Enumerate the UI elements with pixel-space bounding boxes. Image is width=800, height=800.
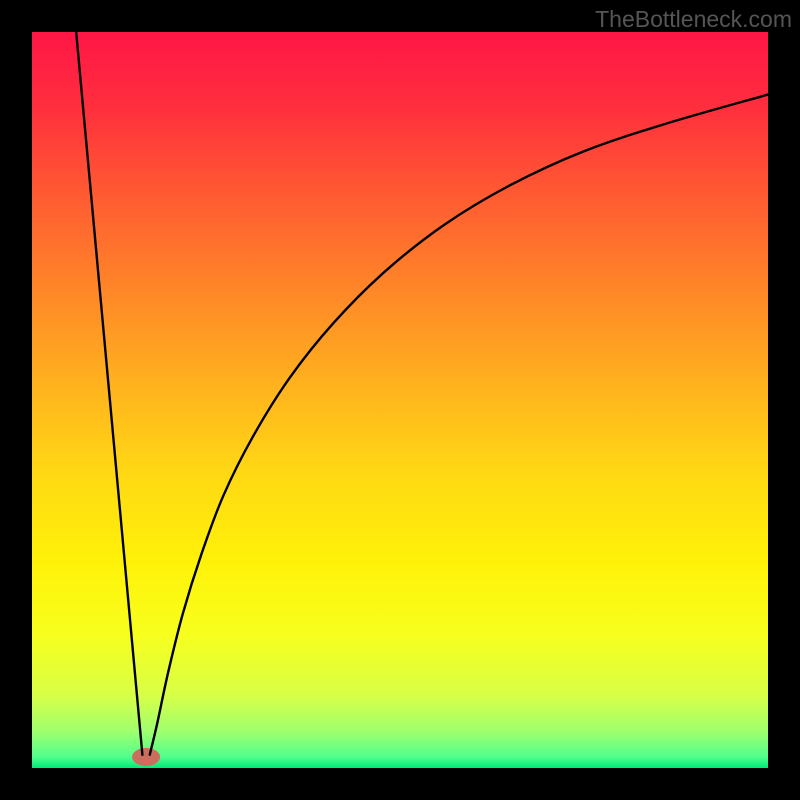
min-marker xyxy=(132,748,160,766)
plot-area xyxy=(32,32,768,768)
gradient-background xyxy=(32,32,768,768)
plot-svg xyxy=(32,32,768,768)
chart-container: TheBottleneck.com xyxy=(0,0,800,800)
watermark-text: TheBottleneck.com xyxy=(595,6,792,33)
